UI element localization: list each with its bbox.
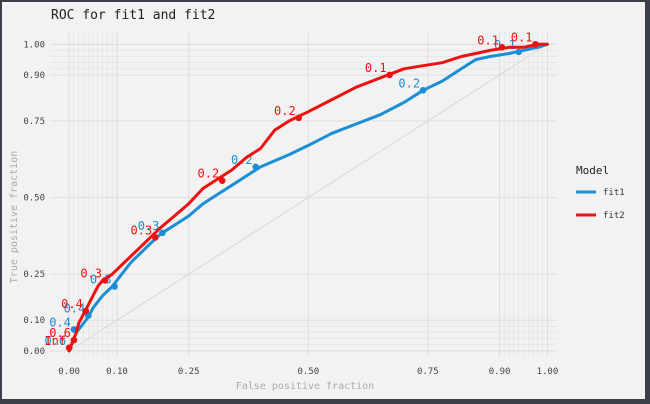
cutoff-label: 0.3 <box>131 223 153 237</box>
cutoff-point <box>65 344 73 352</box>
y-axis-ticks: 0.00 0.10 0.25 0.50 0.75 0.90 1.00 <box>23 40 45 357</box>
cutoff-label: 0.4 <box>49 315 71 329</box>
chart-title: ROC for fit1 and fit2 <box>51 8 215 23</box>
cutoff-point <box>295 114 303 122</box>
legend: Model fit1 fit2 <box>576 164 625 221</box>
cutoff-label: 0.2 <box>198 167 220 181</box>
cutoff-point <box>218 177 226 185</box>
x-tick-label: 1.00 <box>537 367 559 377</box>
cutoff-label: 0.3 <box>138 219 160 233</box>
cutoff-point <box>151 234 159 241</box>
cutoff-label: 0.6 <box>49 326 71 340</box>
x-tick-label: 0.10 <box>106 367 128 377</box>
y-tick-label: 0.00 <box>23 347 45 357</box>
series-layer: 0.60.40.40.30.30.20.20.1Inf0.60.40.30.30… <box>44 30 549 353</box>
legend-label-fit2: fit2 <box>603 211 625 221</box>
x-tick-label: 0.25 <box>178 367 200 377</box>
y-tick-label: 0.50 <box>23 194 45 204</box>
cutoff-point <box>252 163 259 171</box>
cutoff-label: 0.2 <box>398 76 420 90</box>
series-fit1: 0.60.40.40.30.30.20.20.1 <box>44 38 549 353</box>
chart-frame: ROC for fit1 and fit2 0.6 0.4 0.4 0.3 0.3 0.2… <box>2 2 645 399</box>
grid <box>50 32 557 357</box>
cutoff-point <box>386 71 393 79</box>
cutoff-label: 0.1 <box>477 33 499 47</box>
cutoff-point <box>111 283 118 290</box>
y-tick-label: 0.25 <box>23 270 45 280</box>
x-tick-label: 0.90 <box>489 367 511 377</box>
y-tick-label: 0.90 <box>23 71 45 81</box>
y-tick-label: 0.75 <box>23 117 45 127</box>
legend-title: Model <box>576 164 609 177</box>
reference-diagonal-line <box>68 43 548 352</box>
cutoff-label: 0.4 <box>64 302 86 316</box>
cutoff-point <box>101 277 109 284</box>
y-axis-label: True positive fraction <box>9 151 20 283</box>
cutoff-point <box>515 48 523 56</box>
cutoff-point <box>70 336 78 344</box>
y-tick-label: 0.10 <box>23 316 45 326</box>
cutoff-point <box>419 86 427 94</box>
cutoff-point <box>532 40 539 48</box>
cutoff-label: 0.3 <box>80 266 102 280</box>
y-tick-label: 1.00 <box>23 40 45 50</box>
roc-chart: ROC for fit1 and fit2 0.60.40.40.30.30.2… <box>9 8 625 392</box>
legend-entries: fit1 fit2 <box>576 188 625 221</box>
x-axis-ticks: 0.00 0.10 0.25 0.50 0.75 0.90 1.00 <box>58 367 558 377</box>
x-tick-label: 0.50 <box>297 367 319 377</box>
cutoff-label: 0.6 <box>44 334 66 348</box>
x-tick-label: 0.00 <box>58 367 80 377</box>
cutoff-label: Inf <box>44 334 66 348</box>
cutoff-point <box>82 307 90 315</box>
x-axis-label: False positive fraction <box>236 381 374 392</box>
cutoff-label: 0.2 <box>274 104 296 118</box>
cutoff-point <box>498 44 506 51</box>
cutoff-label: 0.4 <box>61 297 83 311</box>
cutoff-label: 0.1 <box>511 30 533 44</box>
cutoff-label: 0.1 <box>365 61 387 75</box>
cutoff-point <box>159 229 166 237</box>
x-tick-label: 0.75 <box>417 367 439 377</box>
series-line-fit2 <box>67 42 549 353</box>
legend-label-fit1: fit1 <box>603 188 625 198</box>
